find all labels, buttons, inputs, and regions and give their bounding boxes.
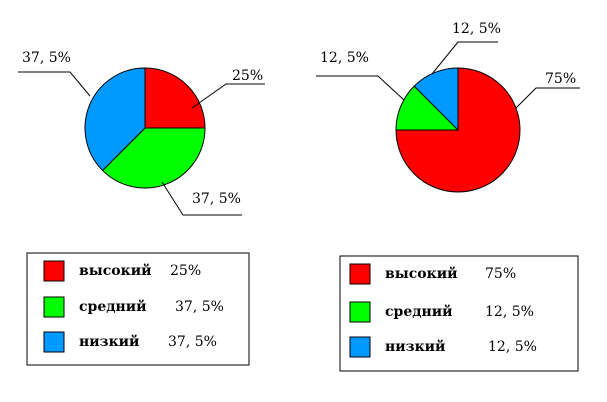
leader-line bbox=[161, 181, 242, 216]
legend-value: 25% bbox=[170, 263, 201, 279]
legend-swatch bbox=[43, 296, 65, 318]
legend-swatch bbox=[43, 331, 65, 353]
legend-value: 37, 5% bbox=[168, 334, 217, 350]
legend-value: 12, 5% bbox=[485, 304, 534, 320]
slice-value-label: 12, 5% bbox=[320, 50, 369, 66]
slice-value-label: 75% bbox=[545, 71, 576, 87]
legend-value: 75% bbox=[485, 266, 516, 282]
legend-label: низкий bbox=[79, 333, 139, 350]
legend-swatch bbox=[349, 336, 371, 358]
legend-label: высокий bbox=[385, 265, 458, 282]
legend-value: 37, 5% bbox=[175, 299, 224, 315]
legend-label: низкий bbox=[385, 338, 445, 355]
chart-right: 75% 12, 5% 12, 5% высокий 75% средний 12, 5% ни… bbox=[316, 21, 580, 372]
legend-swatch bbox=[43, 260, 65, 282]
legend-label: высокий bbox=[79, 262, 152, 279]
leader-line bbox=[191, 83, 265, 109]
slice-value-label: 37, 5% bbox=[192, 191, 241, 207]
pie-slice-средний bbox=[101, 127, 206, 189]
leader-line bbox=[18, 71, 91, 97]
slice-value-label: 37, 5% bbox=[22, 50, 71, 66]
legend-box bbox=[339, 255, 579, 372]
pie-slice-низкий bbox=[84, 67, 146, 172]
leader-line bbox=[515, 87, 580, 109]
legend-label: средний bbox=[79, 298, 147, 315]
chart-left: 25% 37, 5% 37, 5% высокий 25% средний 37, 5% ни… bbox=[18, 50, 265, 366]
pie-slice-высокий bbox=[144, 67, 206, 129]
leader-line bbox=[316, 75, 405, 101]
legend-value: 12, 5% bbox=[488, 339, 537, 355]
leader-line bbox=[431, 41, 498, 75]
legend-swatch bbox=[349, 301, 371, 323]
slice-value-label: 12, 5% bbox=[452, 21, 501, 37]
pie-slice-низкий bbox=[413, 67, 459, 132]
legend-swatch bbox=[349, 263, 371, 285]
slice-value-label: 25% bbox=[232, 68, 263, 84]
legend-label: средний bbox=[385, 303, 453, 320]
